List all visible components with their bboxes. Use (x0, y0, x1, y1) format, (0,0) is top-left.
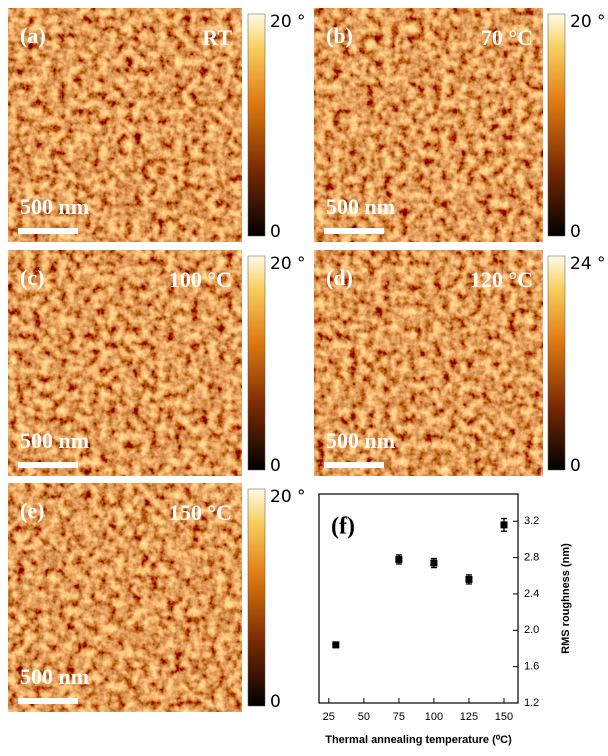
panel-label: (c) (20, 265, 44, 290)
x-tick-label: 100 (425, 711, 443, 723)
figure: (a) RT 500 nm 20 ° 0 (b) 70 °C 500 nm 20 ° 0 (c) 10… (0, 0, 608, 751)
colorbar (248, 256, 265, 470)
colorbar-max: 24 ° (570, 254, 606, 274)
scale-label: 500 nm (20, 194, 89, 219)
panel-label: (f) (331, 514, 355, 540)
scale-label: 500 nm (326, 428, 395, 453)
scale-bar (18, 462, 78, 468)
colorbar-max: 20 ° (570, 12, 606, 32)
x-tick-label: 150 (495, 711, 513, 723)
colorbar (548, 14, 565, 236)
scale-label: 500 nm (20, 664, 89, 689)
x-tick-label: 125 (460, 711, 478, 723)
x-axis-label: Thermal annealing temperature (⁰C) (325, 734, 512, 746)
temperature-label: 150 °C (169, 500, 232, 525)
point (332, 641, 339, 648)
x-tick-label: 75 (393, 711, 405, 723)
colorbar-min: 0 (570, 222, 581, 242)
panel-label: (d) (326, 265, 353, 290)
y-tick-label: 2.8 (524, 552, 539, 564)
point (465, 576, 472, 583)
point (430, 560, 437, 567)
scale-bar (324, 228, 384, 234)
point (395, 556, 402, 563)
y-axis-label: RMS roughness (nm) (560, 543, 572, 654)
temperature-label: 120 °C (470, 267, 533, 292)
colorbar-min: 0 (270, 222, 281, 242)
y-tick-label: 3.2 (524, 515, 539, 527)
colorbar-max: 20 ° (270, 487, 306, 507)
colorbar (548, 256, 565, 470)
colorbar-max: 20 ° (270, 12, 306, 32)
y-tick-label: 1.2 (524, 697, 539, 709)
scale-bar (324, 462, 384, 468)
panel-label: (b) (326, 23, 353, 48)
x-tick-label: 50 (358, 711, 370, 723)
colorbar-min: 0 (270, 456, 281, 476)
x-tick-label: 25 (323, 711, 335, 723)
colorbar (248, 14, 265, 236)
temperature-label: 70 °C (481, 25, 533, 50)
y-tick-label: 2.0 (524, 624, 539, 636)
y-tick-label: 1.6 (524, 661, 539, 673)
scale-bar (18, 228, 78, 234)
y-tick-label: 2.4 (524, 588, 539, 600)
scale-bar (18, 698, 78, 704)
point (500, 521, 507, 528)
colorbar-max: 20 ° (270, 254, 306, 274)
panel-label: (e) (20, 498, 44, 523)
colorbar-min: 0 (270, 692, 281, 712)
panel-label: (a) (20, 23, 46, 48)
temperature-label: 100 °C (169, 267, 232, 292)
scale-label: 500 nm (326, 194, 395, 219)
scale-label: 500 nm (20, 428, 89, 453)
colorbar-min: 0 (570, 456, 581, 476)
colorbar (248, 489, 265, 706)
temperature-label: RT (202, 25, 232, 50)
